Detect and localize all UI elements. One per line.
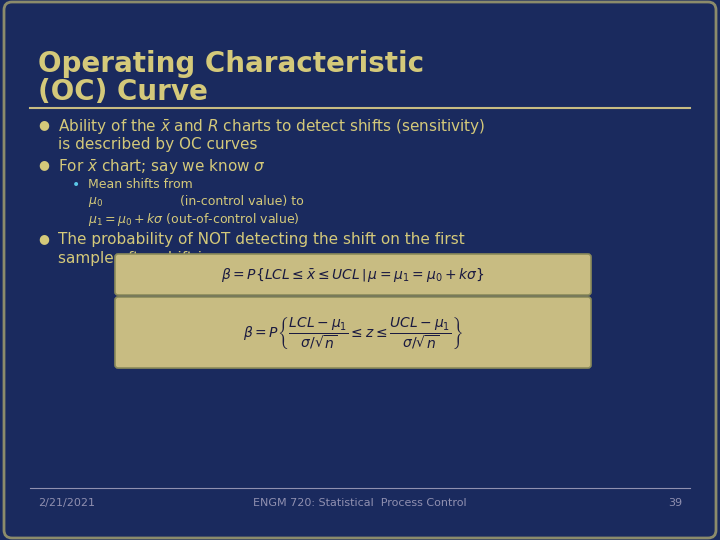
Text: $\mu_0$: $\mu_0$ <box>88 195 103 209</box>
Text: •: • <box>72 178 80 192</box>
Text: ●: ● <box>38 158 49 171</box>
Text: $\beta = P\left\{LCL \leq \bar{x} \leq UCL\,\middle|\,\mu = \mu_1 = \mu_0 + k\si: $\beta = P\left\{LCL \leq \bar{x} \leq U… <box>221 266 485 284</box>
Text: For $\bar{x}$ chart; say we know $\sigma$: For $\bar{x}$ chart; say we know $\sigma… <box>58 158 266 177</box>
Text: sample after shift is: sample after shift is <box>58 251 210 266</box>
Text: Ability of the $\bar{x}$ and $R$ charts to detect shifts (sensitivity): Ability of the $\bar{x}$ and $R$ charts … <box>58 118 485 137</box>
Text: The probability of NOT detecting the shift on the first: The probability of NOT detecting the shi… <box>58 232 464 247</box>
Text: Mean shifts from: Mean shifts from <box>88 178 193 191</box>
Text: (OC) Curve: (OC) Curve <box>38 78 208 106</box>
Text: 39: 39 <box>668 498 682 508</box>
Text: ●: ● <box>38 232 49 245</box>
Text: $\beta = P\left\{\dfrac{LCL - \mu_1}{\sigma/\sqrt{n}} \leq z \leq \dfrac{UCL - \: $\beta = P\left\{\dfrac{LCL - \mu_1}{\si… <box>243 315 463 351</box>
FancyBboxPatch shape <box>115 254 591 295</box>
Text: 2/21/2021: 2/21/2021 <box>38 498 95 508</box>
Text: ●: ● <box>38 118 49 131</box>
Text: Operating Characteristic: Operating Characteristic <box>38 50 424 78</box>
Text: (in-control value) to: (in-control value) to <box>180 195 304 208</box>
Text: is described by OC curves: is described by OC curves <box>58 137 258 152</box>
FancyBboxPatch shape <box>4 2 716 538</box>
Text: $\mu_1 = \mu_0 +k\sigma$ (out-of-control value): $\mu_1 = \mu_0 +k\sigma$ (out-of-control… <box>88 211 300 228</box>
Text: ENGM 720: Statistical  Process Control: ENGM 720: Statistical Process Control <box>253 498 467 508</box>
FancyBboxPatch shape <box>115 297 591 368</box>
